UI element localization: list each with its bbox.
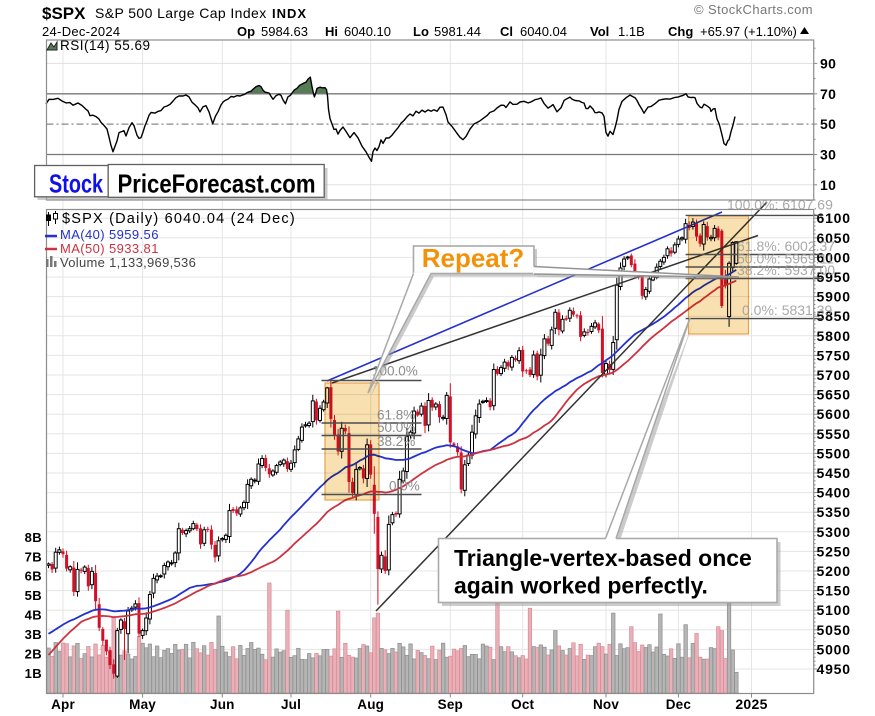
svg-text:61.8%: 61.8% (377, 408, 415, 423)
svg-text:5650: 5650 (817, 387, 851, 403)
svg-text:MA(50) 5933.81: MA(50) 5933.81 (60, 241, 159, 256)
svg-text:1B: 1B (25, 666, 42, 681)
svg-text:© StockCharts.com: © StockCharts.com (694, 2, 813, 17)
svg-text:Jul: Jul (281, 697, 301, 712)
svg-text:5700: 5700 (817, 367, 851, 383)
svg-text:4B: 4B (25, 608, 42, 623)
svg-text:5850: 5850 (817, 308, 851, 324)
svg-text:Oct: Oct (511, 697, 534, 712)
svg-text:$SPX (Daily) 6040.04 (24 Dec): $SPX (Daily) 6040.04 (24 Dec) (62, 211, 296, 227)
svg-text:5250: 5250 (817, 543, 851, 559)
svg-text:Triangle-vertex-based once: Triangle-vertex-based once (454, 545, 752, 571)
svg-text:5984.63: 5984.63 (261, 24, 308, 39)
svg-text:6B: 6B (25, 569, 42, 584)
svg-text:6000: 6000 (817, 249, 851, 265)
svg-text:5050: 5050 (817, 622, 851, 638)
svg-text:6040.04: 6040.04 (520, 24, 567, 39)
svg-text:RSI(14) 55.69: RSI(14) 55.69 (60, 38, 151, 53)
svg-text:5500: 5500 (817, 445, 851, 461)
svg-text:30: 30 (820, 147, 836, 163)
svg-text:S&P 500 Large Cap Index: S&P 500 Large Cap Index (95, 5, 267, 21)
svg-text:May: May (129, 697, 156, 712)
svg-text:Cl: Cl (500, 24, 513, 39)
svg-text:Repeat?: Repeat? (422, 243, 525, 273)
svg-text:50.0%: 50.0% (377, 420, 415, 435)
svg-text:7B: 7B (25, 549, 42, 564)
svg-text:6050: 6050 (817, 230, 851, 246)
svg-text:3B: 3B (25, 627, 42, 642)
svg-text:2025: 2025 (735, 696, 767, 712)
svg-text:5900: 5900 (817, 289, 851, 305)
svg-text:5450: 5450 (817, 465, 851, 481)
svg-text:again worked perfectly.: again worked perfectly. (454, 573, 708, 599)
svg-text:PriceForecast.com: PriceForecast.com (118, 169, 316, 199)
svg-text:Jun: Jun (210, 697, 235, 712)
svg-text:Lo: Lo (413, 24, 429, 39)
svg-text:5350: 5350 (817, 504, 851, 520)
svg-text:6040.10: 6040.10 (344, 24, 391, 39)
svg-text:Sep: Sep (438, 697, 463, 712)
svg-text:1.1B: 1.1B (618, 24, 645, 39)
svg-text:5300: 5300 (817, 524, 851, 540)
svg-text:5981.44: 5981.44 (434, 24, 481, 39)
svg-text:Op: Op (237, 24, 255, 39)
svg-text:5000: 5000 (817, 641, 851, 657)
svg-text:5100: 5100 (817, 602, 851, 618)
svg-text:6100: 6100 (817, 210, 851, 226)
svg-text:Volume 1,133,969,536: Volume 1,133,969,536 (60, 255, 196, 270)
svg-text:Vol: Vol (590, 24, 609, 39)
svg-text:5B: 5B (25, 588, 42, 603)
svg-text:INDX: INDX (272, 6, 307, 21)
svg-text:5600: 5600 (817, 406, 851, 422)
svg-text:Chg: Chg (668, 24, 693, 39)
svg-text:61.8%: 6002.37: 61.8%: 6002.37 (737, 238, 835, 254)
svg-text:Aug: Aug (357, 697, 384, 712)
svg-text:5750: 5750 (817, 347, 851, 363)
svg-text:Stock: Stock (49, 169, 103, 199)
svg-text:Dec: Dec (666, 697, 692, 712)
svg-text:0.0%: 5831.39: 0.0%: 5831.39 (742, 302, 833, 318)
svg-text:+65.97 (+1.10%): +65.97 (+1.10%) (700, 24, 797, 39)
svg-text:5950: 5950 (817, 269, 851, 285)
svg-text:50: 50 (820, 116, 836, 132)
svg-text:0.0%: 0.0% (389, 479, 420, 494)
svg-text:70: 70 (820, 86, 836, 102)
svg-text:50.0%: 5969.11: 50.0%: 5969.11 (737, 251, 834, 267)
svg-text:4950: 4950 (817, 661, 851, 677)
svg-text:8B: 8B (25, 530, 42, 545)
svg-text:24-Dec-2024: 24-Dec-2024 (42, 24, 120, 39)
svg-text:5400: 5400 (817, 485, 851, 501)
svg-text:90: 90 (820, 55, 836, 71)
svg-text:5550: 5550 (817, 426, 851, 442)
svg-text:5200: 5200 (817, 563, 851, 579)
svg-text:$SPX: $SPX (42, 4, 86, 23)
svg-text:38.2%: 38.2% (377, 434, 415, 449)
svg-text:2B: 2B (25, 646, 42, 661)
svg-text:Hi: Hi (325, 24, 338, 39)
svg-text:5150: 5150 (817, 583, 851, 599)
svg-text:5800: 5800 (817, 328, 851, 344)
svg-text:Nov: Nov (593, 697, 619, 712)
svg-text:38.2%: 5937.00: 38.2%: 5937.00 (737, 262, 835, 278)
svg-text:MA(40) 5959.56: MA(40) 5959.56 (60, 227, 159, 242)
svg-text:Apr: Apr (51, 697, 75, 712)
svg-text:10: 10 (820, 177, 836, 193)
